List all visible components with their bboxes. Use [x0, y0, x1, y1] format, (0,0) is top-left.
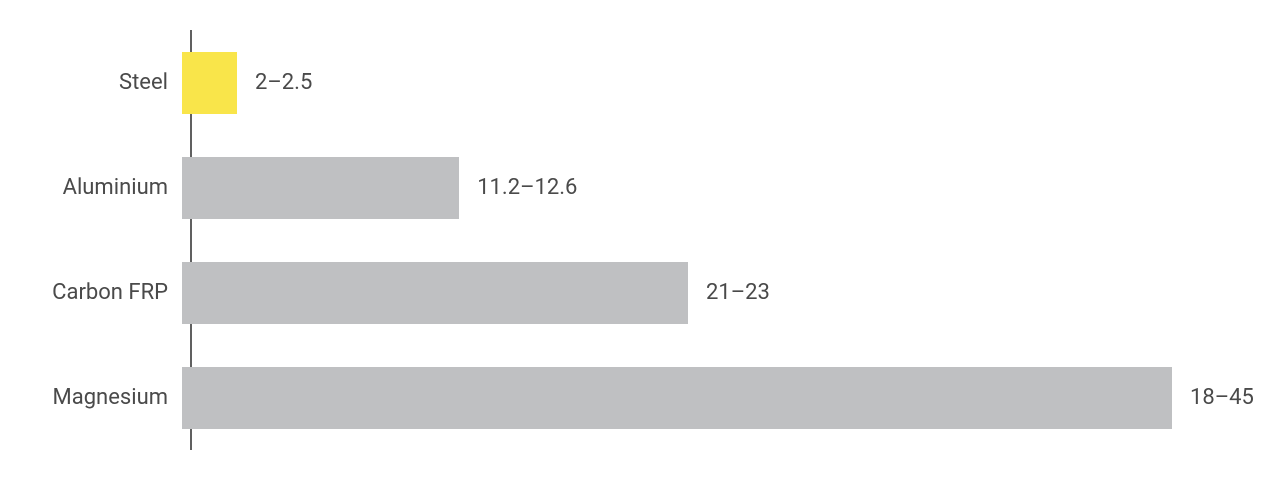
category-label: Aluminium: [0, 175, 182, 200]
value-label: 21–23: [688, 280, 770, 305]
bar-row: Carbon FRP 21–23: [0, 262, 1280, 324]
bar-carbon-frp: [182, 262, 688, 324]
bar-rows: Steel 2–2.5 Aluminium 11.2–12.6 Carbon F…: [0, 30, 1280, 450]
category-label: Carbon FRP: [0, 280, 182, 305]
bar-steel: [182, 52, 237, 114]
value-label: 11.2–12.6: [459, 175, 577, 200]
bar-track: 21–23: [182, 262, 1280, 324]
bar-aluminium: [182, 157, 459, 219]
bar-track: 11.2–12.6: [182, 157, 1280, 219]
value-label: 2–2.5: [237, 70, 312, 95]
bar-row: Aluminium 11.2–12.6: [0, 157, 1280, 219]
bar-row: Steel 2–2.5: [0, 52, 1280, 114]
value-label: 18–45: [1172, 385, 1254, 410]
category-label: Magnesium: [0, 385, 182, 410]
category-label: Steel: [0, 70, 182, 95]
bar-track: 2–2.5: [182, 52, 1280, 114]
horizontal-bar-chart: Steel 2–2.5 Aluminium 11.2–12.6 Carbon F…: [0, 0, 1280, 500]
bar-magnesium: [182, 367, 1172, 429]
bar-row: Magnesium 18–45: [0, 367, 1280, 429]
bar-track: 18–45: [182, 367, 1280, 429]
